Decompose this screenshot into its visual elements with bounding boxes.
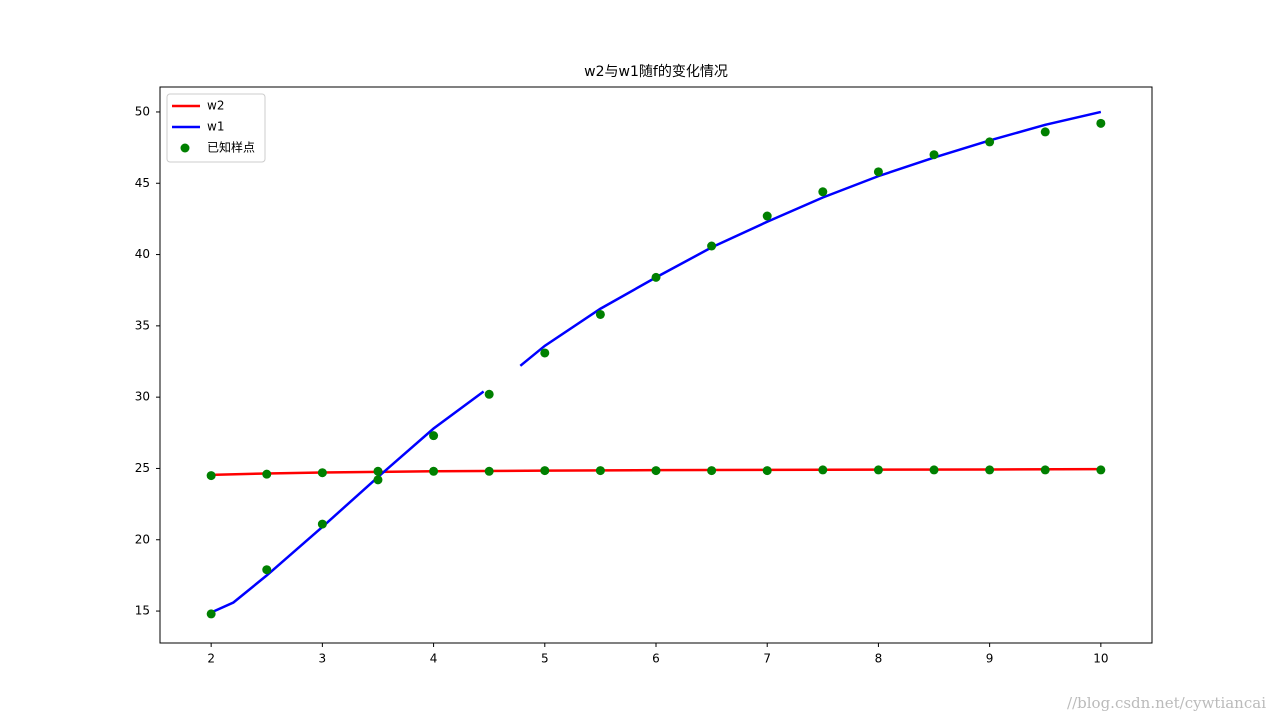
point (540, 348, 550, 358)
point (651, 272, 661, 282)
y-tick-label: 40 (135, 247, 150, 261)
x-tick-label: 5 (541, 652, 549, 666)
y-tick-label: 25 (135, 461, 150, 475)
x-tick-label: 2 (207, 652, 215, 666)
point (317, 468, 327, 478)
point (595, 309, 605, 319)
chart-title: w2与w1随f的变化情况 (584, 64, 728, 80)
point (929, 465, 939, 475)
point (540, 466, 550, 476)
point (707, 241, 717, 251)
legend-label: 已知样点 (207, 140, 255, 155)
y-tick-label: 20 (135, 532, 150, 546)
point (317, 519, 327, 529)
x-tick-label: 6 (652, 652, 660, 666)
point (818, 465, 828, 475)
legend-label: w1 (207, 120, 224, 134)
point (262, 469, 272, 479)
point (818, 187, 828, 197)
point (1096, 118, 1106, 128)
y-tick-label: 45 (135, 176, 150, 190)
point (985, 137, 995, 147)
point (1040, 127, 1050, 137)
y-tick-label: 35 (135, 318, 150, 332)
point (373, 466, 383, 476)
point (1040, 465, 1050, 475)
point (484, 466, 494, 476)
point (985, 465, 995, 475)
point (206, 471, 216, 481)
point (707, 466, 717, 476)
x-tick-label: 7 (763, 652, 771, 666)
x-tick-label: 4 (430, 652, 438, 666)
y-tick-label: 15 (135, 604, 150, 618)
point (873, 167, 883, 177)
x-tick-label: 9 (986, 652, 994, 666)
point (1096, 465, 1106, 475)
x-tick-label: 3 (319, 652, 327, 666)
point (206, 609, 216, 619)
point (262, 565, 272, 575)
legend-marker (180, 143, 190, 153)
point (373, 475, 383, 485)
point (651, 466, 661, 476)
x-tick-label: 10 (1093, 652, 1108, 666)
line (210, 110, 1102, 614)
plot-frame (159, 86, 1153, 644)
point (429, 466, 439, 476)
y-tick-label: 50 (135, 104, 150, 118)
point (929, 150, 939, 160)
point (873, 465, 883, 475)
point (484, 389, 494, 399)
legend-label: w2 (207, 99, 224, 113)
point (762, 211, 772, 221)
watermark: //blog.csdn.net/cywtiancai (1067, 694, 1266, 712)
x-tick-label: 8 (875, 652, 883, 666)
point (762, 466, 772, 476)
y-tick-label: 30 (135, 390, 150, 404)
legend-box (166, 93, 266, 163)
point (429, 431, 439, 441)
point (595, 466, 605, 476)
